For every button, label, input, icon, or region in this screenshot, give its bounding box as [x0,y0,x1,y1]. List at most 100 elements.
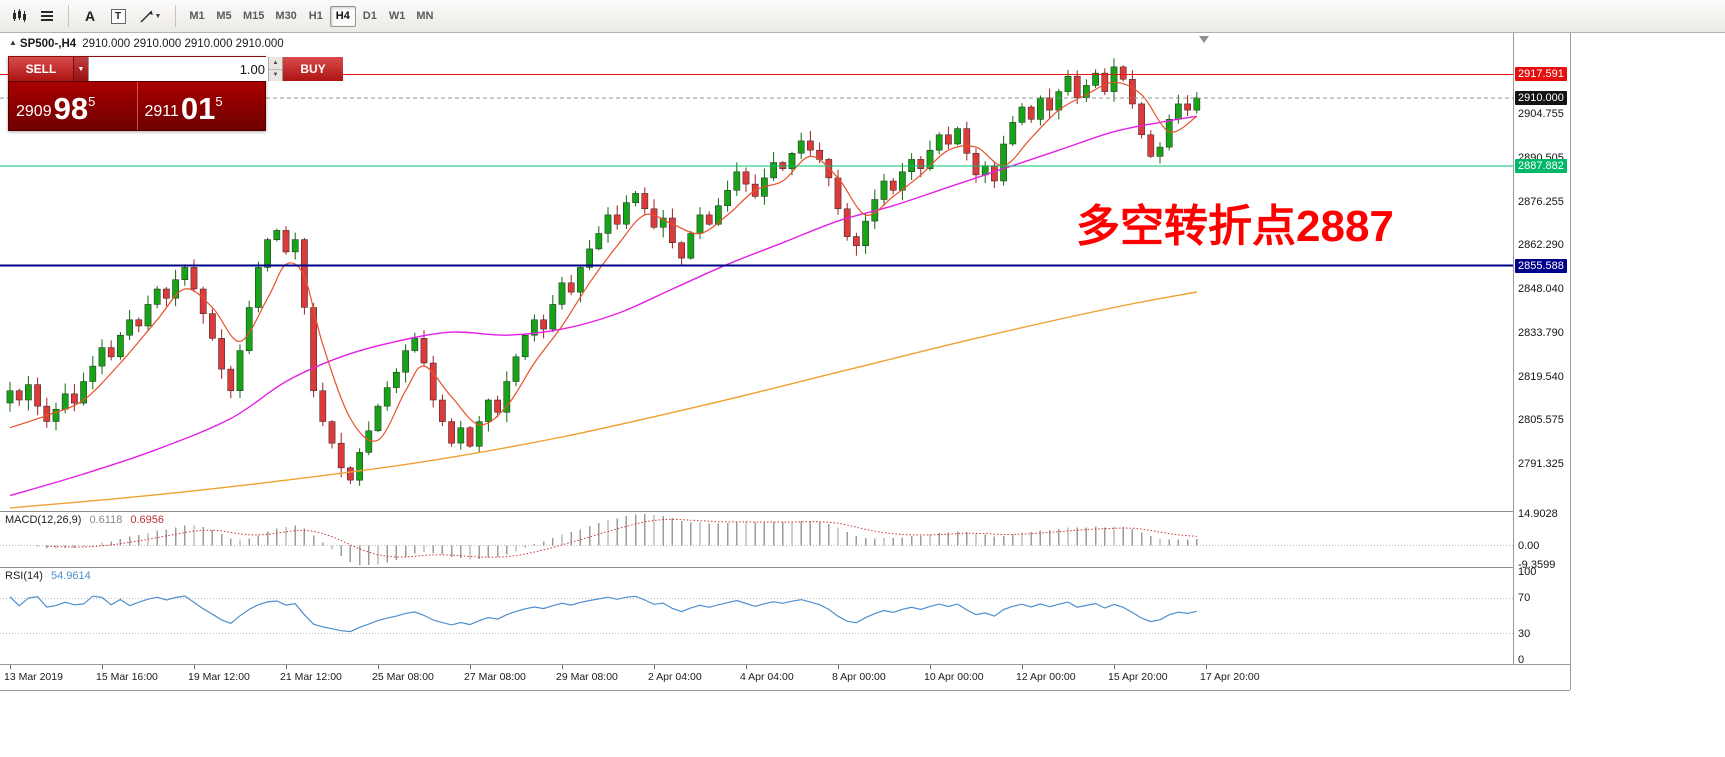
bid-pip-digit: 5 [88,94,96,109]
one-click-trading-panel: SELL ▼ ▲ ▼ BUY 2909 98 5 2911 01 5 [8,56,343,131]
price-axis-label: 2791.325 [1518,457,1564,470]
timeframe-button-w1[interactable]: W1 [388,10,406,22]
volume-box: ▲ ▼ [88,57,283,81]
text-label-icon[interactable]: A [77,4,103,28]
time-axis-tick [378,665,379,669]
panel-divider[interactable] [0,511,1570,512]
rsi-value: 54.9614 [50,570,91,582]
timeframe-button-d1[interactable]: D1 [362,10,377,22]
macd-label: MACD(12,26,9) 0.6118 0.6956 [5,514,164,526]
window-frame [0,690,1570,691]
time-axis[interactable]: 13 Mar 2019 15 Mar 16:00 19 Mar 12:00 21 Ma… [0,664,1570,690]
rsi-line [9,595,1197,633]
time-axis-label: 10 Apr 00:00 [924,671,984,683]
rsi-axis-label: 30 [1518,627,1531,640]
time-axis-label: 25 Mar 08:00 [372,671,434,683]
price-axis-badge: 2917.591 [1515,67,1567,82]
time-axis-tick [102,665,103,669]
rsi-name: RSI(14) [5,570,43,582]
price-axis-label: 2805.575 [1518,413,1564,426]
price-axis-badge: 2887.882 [1515,159,1567,173]
bid-ask-row: 2909 98 5 2911 01 5 [8,81,266,131]
buy-button[interactable]: BUY [283,57,343,81]
price-axis-label: 2904.755 [1518,107,1564,120]
bid-big-digits: 98 [53,91,89,126]
time-axis-tick [1022,665,1023,669]
macd-panel[interactable] [0,512,1513,567]
chevron-down-icon: ▼ [77,65,85,73]
time-axis-tick [654,665,655,669]
candlestick-chart-icon[interactable] [6,4,32,28]
time-axis-label: 2 Apr 04:00 [648,671,702,683]
timeframe-button-m30[interactable]: M30 [275,10,297,22]
toolbar: A T ▼ M1 M5 M15 M30 H1 H4 D1 W1 MN [0,0,1725,33]
timeframe-button-h1[interactable]: H1 [308,10,323,22]
time-axis-label: 17 Apr 20:00 [1200,671,1260,683]
macd-name: MACD(12,26,9) [5,514,82,526]
time-axis-tick [286,665,287,669]
volume-down-button[interactable]: ▼ [269,69,282,81]
price-axis-label: 2833.790 [1518,326,1564,339]
symbol-marker-icon: ▲ [9,38,17,47]
price-axis-label: 2876.255 [1518,195,1564,208]
macd-histogram [18,514,1198,565]
time-axis-label: 27 Mar 08:00 [464,671,526,683]
volume-stepper: ▲ ▼ [268,57,282,81]
price-axis[interactable]: 2917.591 2910.000 2904.755 2890.505 2887.882… [1513,33,1570,666]
chart-shift-marker[interactable] [1199,36,1209,43]
bid-price-button[interactable]: 2909 98 5 [9,82,138,130]
line-chart-icon[interactable] [34,4,60,28]
panel-divider[interactable] [0,567,1570,568]
price-axis-badge: 2855.588 [1515,258,1567,273]
volume-up-button[interactable]: ▲ [269,57,282,70]
ohlc-quote-line: 2910.000 2910.000 2910.000 2910.000 [82,38,284,50]
timeframe-button-m1[interactable]: M1 [189,10,205,22]
macd-axis-label: 0.00 [1518,539,1540,552]
rsi-label: RSI(14) 54.9614 [5,570,91,582]
rsi-panel[interactable] [0,568,1513,664]
rsi-axis-label: 0 [1518,654,1525,666]
time-axis-label: 12 Apr 00:00 [1016,671,1076,683]
price-axis-label: 2862.290 [1518,238,1564,251]
ma-slow-line [9,291,1197,509]
chevron-down-icon: ▼ [154,12,162,20]
time-axis-label: 19 Mar 12:00 [188,671,250,683]
price-chart[interactable] [0,33,1513,511]
price-axis-label: 2819.540 [1518,370,1564,383]
ask-price-button[interactable]: 2911 01 5 [138,82,266,130]
price-axis-label: 2848.040 [1518,282,1564,295]
time-axis-label: 29 Mar 08:00 [556,671,618,683]
ma-fast-line [9,81,1198,442]
time-axis-tick [470,665,471,669]
rsi-axis-label: 70 [1518,592,1531,605]
timeframe-toolbar: M1 M5 M15 M30 H1 H4 D1 W1 MN [184,5,438,27]
toolbar-separator [68,5,69,27]
timeframe-button-h4[interactable]: H4 [329,5,356,27]
ask-pip-digit: 5 [215,94,223,109]
line-studies-icon[interactable]: ▼ [133,4,167,28]
timeframe-button-m15[interactable]: M15 [243,10,265,22]
macd-axis-label: -9.3599 [1518,559,1556,572]
time-axis-tick [10,665,11,669]
time-axis-tick [1206,665,1207,669]
text-box-icon[interactable]: T [105,4,131,28]
macd-main-value: 0.6118 [89,514,123,526]
ask-prefix: 2911 [144,103,179,120]
sell-button[interactable]: SELL [9,57,73,81]
volume-input[interactable] [89,57,268,81]
symbol-label: SP500-,H4 [19,38,77,50]
macd-axis-label: 14.9028 [1518,508,1558,521]
macd-signal-value: 0.6956 [130,514,165,526]
timeframe-button-m5[interactable]: M5 [216,10,232,22]
time-axis-label: 13 Mar 2019 [4,671,63,683]
time-axis-tick [838,665,839,669]
time-axis-tick [562,665,563,669]
time-axis-tick [194,665,195,669]
sell-dropdown-button[interactable]: ▼ [73,57,88,81]
timeframe-button-mn[interactable]: MN [416,10,434,22]
bid-prefix: 2909 [16,103,52,120]
time-axis-label: 15 Apr 20:00 [1108,671,1168,683]
text-box-glyph: T [110,8,126,24]
text-label-glyph: A [84,8,96,24]
